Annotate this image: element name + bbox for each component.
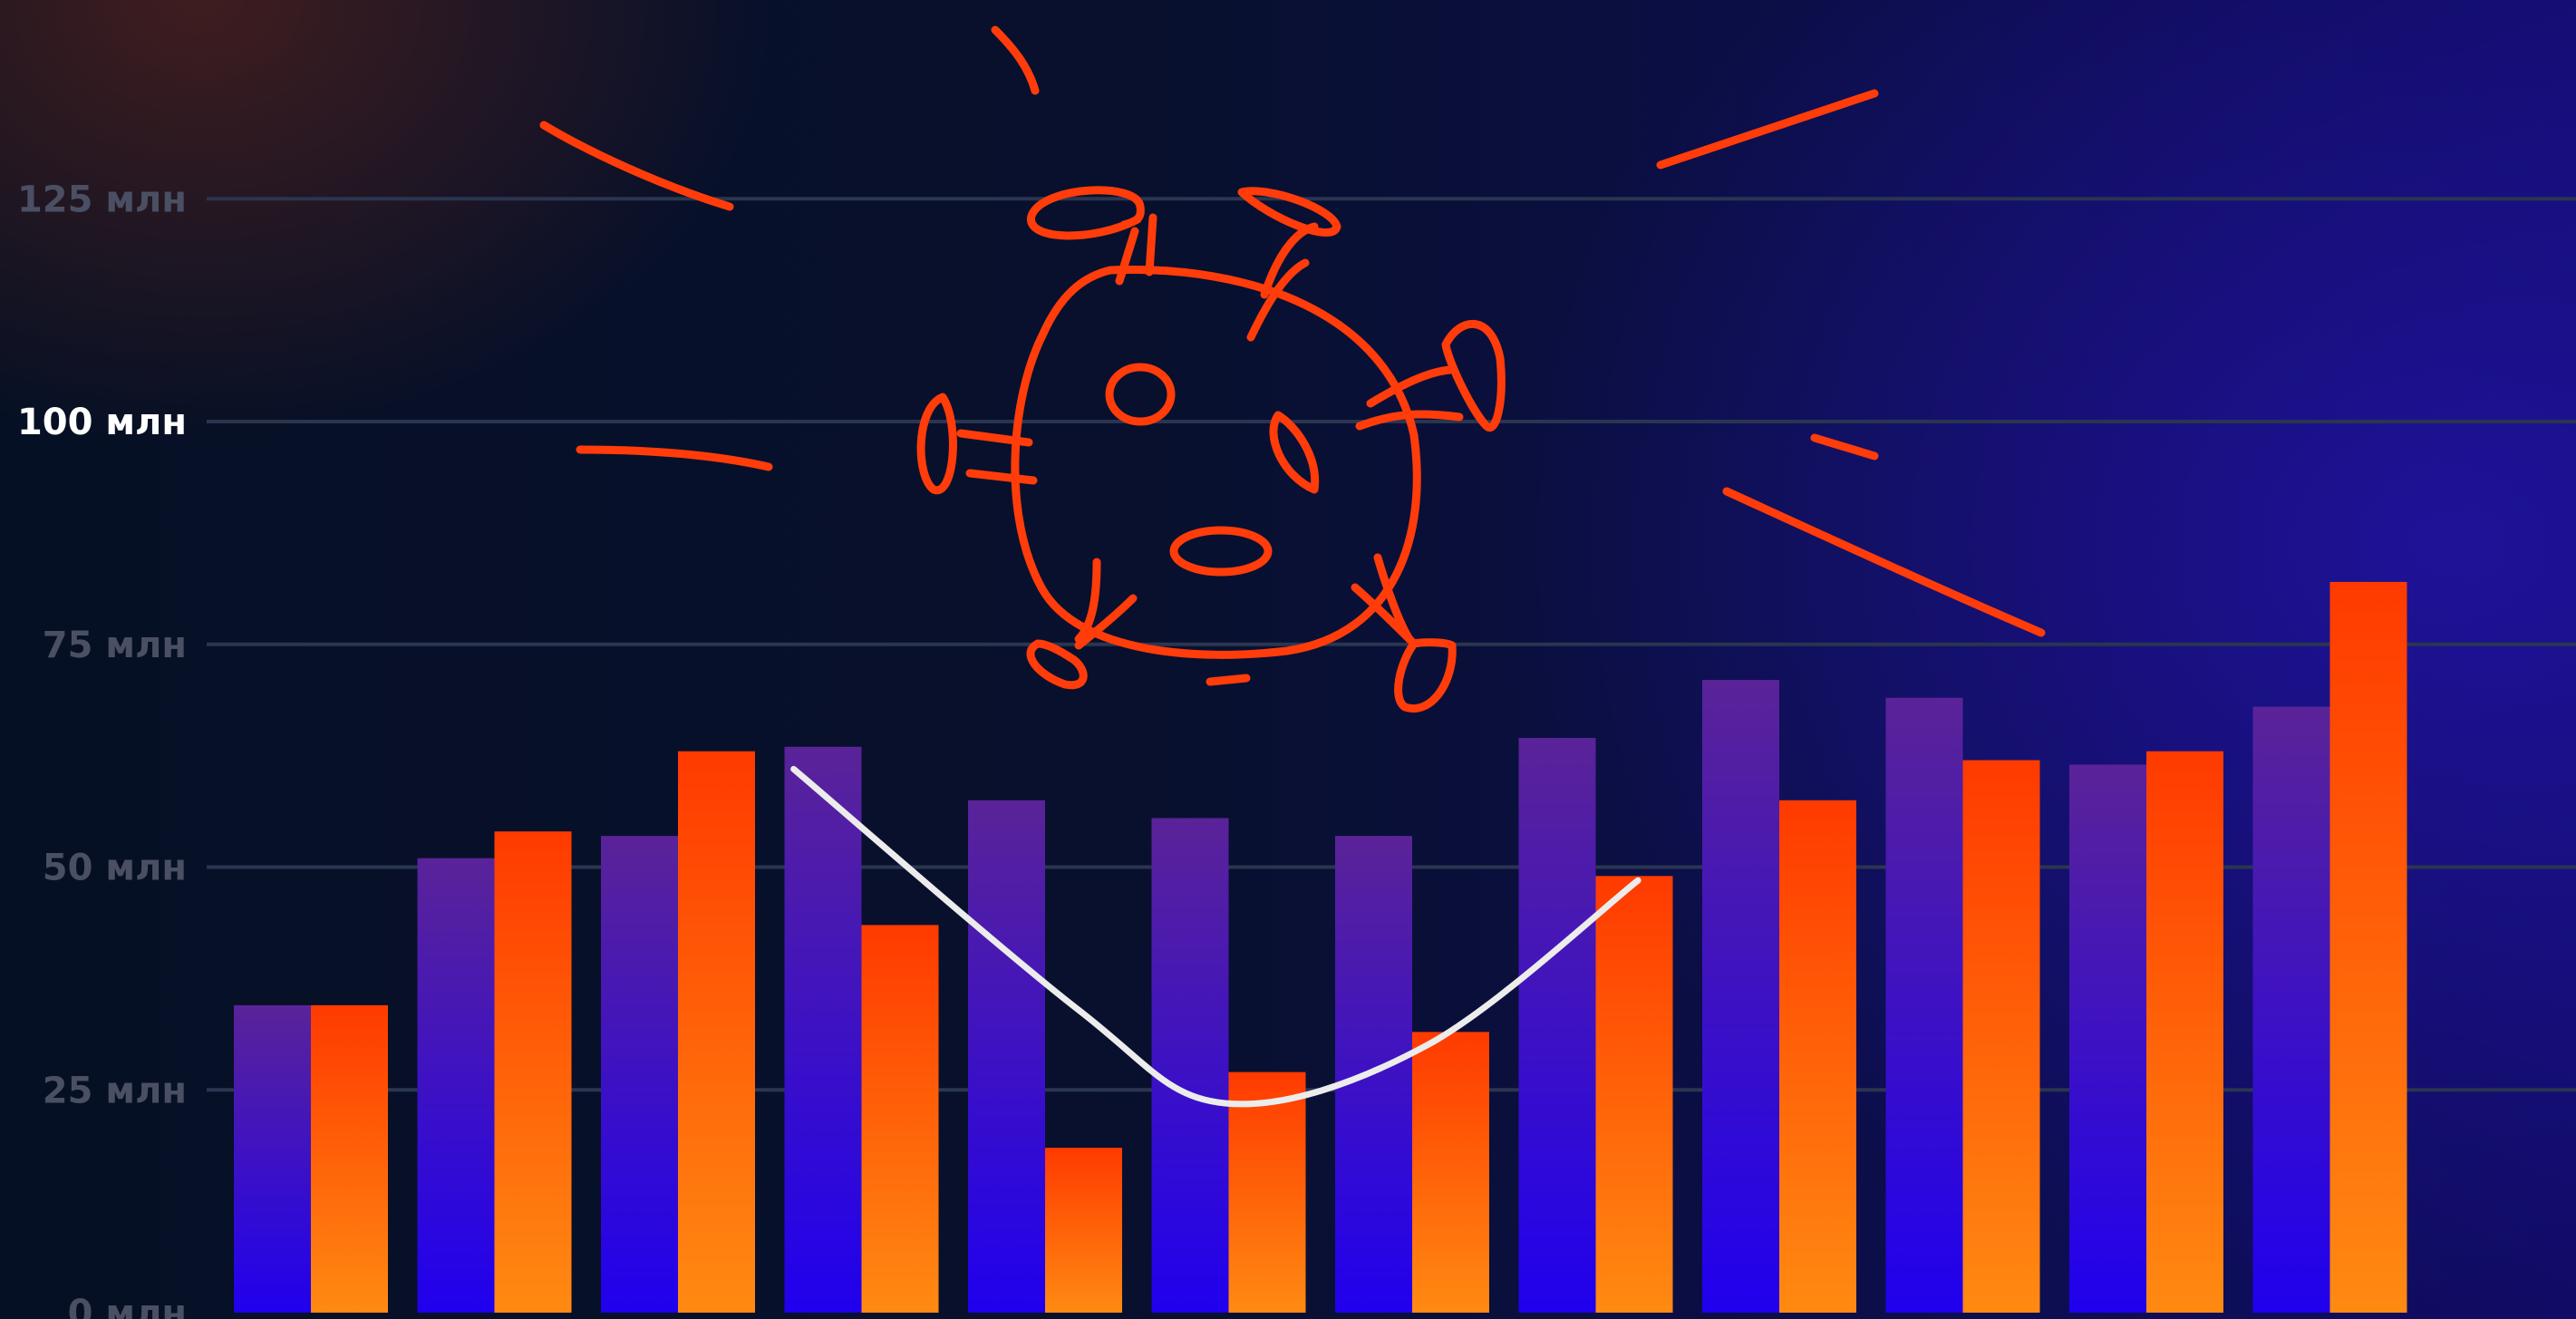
bar-series-2-item-2 — [494, 831, 572, 1313]
bar-series-1-item-4 — [784, 746, 862, 1313]
virus-eye-left — [1105, 363, 1176, 426]
virus-spike — [1351, 553, 1457, 713]
y-tick-label: 75 млн — [43, 625, 187, 666]
bar-series-2-item-11 — [2146, 751, 2223, 1313]
bar-series-2-item-9 — [1779, 800, 1856, 1313]
virus-spike — [916, 393, 1038, 495]
bar-series-2-item-7 — [1412, 1032, 1489, 1313]
y-axis-tick-labels: 0 млн 25 млн 50 млн 75 млн 100 млн 125 млн — [17, 179, 187, 1319]
bar-series-1-item-6 — [1151, 818, 1229, 1313]
virus-spike — [1027, 186, 1157, 286]
bar-series-2-item-3 — [678, 751, 755, 1313]
motion-line — [1810, 433, 1879, 461]
bar-series-1-item-2 — [417, 858, 495, 1313]
bar-series-2-item-10 — [1962, 760, 2040, 1313]
bar-series-2-item-1 — [311, 1004, 388, 1313]
bar-series-1-item-12 — [2252, 706, 2330, 1313]
virus-spike — [1026, 558, 1138, 690]
y-tick-label: 100 млн — [17, 402, 187, 443]
virus-body — [1011, 266, 1421, 659]
virus-spike — [1355, 319, 1506, 432]
bar-series-2-item-6 — [1228, 1072, 1306, 1313]
motion-line — [539, 121, 734, 211]
bar-series-1-item-8 — [1518, 737, 1596, 1313]
bar-series — [234, 581, 2407, 1313]
y-tick-label: 125 млн — [17, 179, 187, 220]
motion-line — [1656, 89, 1879, 170]
bar-series-2-item-8 — [1595, 876, 1673, 1313]
bar-series-1-item-11 — [2069, 764, 2146, 1313]
y-tick-label: 0 млн — [68, 1293, 187, 1319]
motion-line — [991, 25, 1040, 95]
bar-series-2-item-4 — [861, 925, 939, 1313]
virus-eye-right — [1269, 411, 1320, 494]
bar-series-1-item-3 — [601, 836, 678, 1313]
bar-series-1-item-5 — [968, 800, 1045, 1313]
y-tick-label: 50 млн — [43, 848, 187, 889]
bar-series-1-item-9 — [1702, 680, 1779, 1313]
bar-series-2-item-12 — [2329, 581, 2407, 1313]
bar-series-1-item-1 — [234, 1004, 311, 1313]
bar-series-1-item-10 — [1885, 697, 1963, 1313]
virus-mouth — [1169, 526, 1273, 577]
y-tick-label: 25 млн — [43, 1070, 187, 1111]
virus-spike — [1237, 187, 1341, 342]
motion-line — [576, 445, 773, 471]
virus-doodle — [539, 25, 2046, 713]
virus-spike — [1206, 674, 1251, 686]
bar-series-2-item-5 — [1045, 1148, 1122, 1313]
trend-curve — [790, 765, 1641, 1108]
motion-line — [1722, 487, 2046, 637]
